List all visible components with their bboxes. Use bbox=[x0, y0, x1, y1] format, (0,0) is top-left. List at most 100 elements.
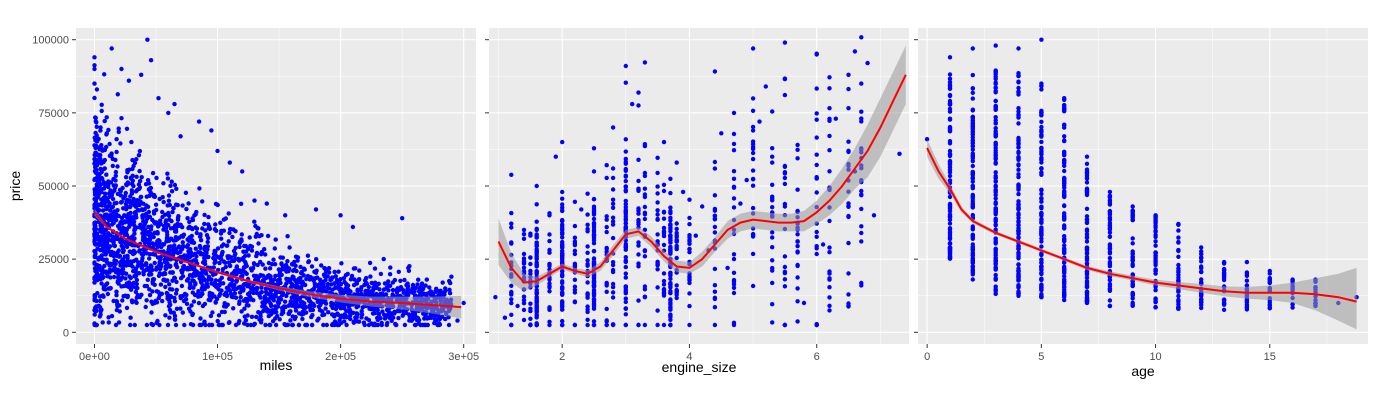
data-point bbox=[264, 201, 269, 206]
data-point bbox=[202, 284, 207, 289]
data-point bbox=[782, 284, 788, 289]
data-point bbox=[534, 297, 539, 302]
data-point bbox=[234, 286, 239, 291]
data-point bbox=[604, 214, 609, 219]
data-point bbox=[101, 186, 107, 191]
data-point bbox=[1039, 231, 1044, 236]
data-point bbox=[661, 293, 667, 298]
data-point bbox=[1016, 225, 1021, 231]
data-point bbox=[604, 217, 609, 222]
data-point bbox=[94, 163, 100, 168]
data-point bbox=[604, 163, 609, 168]
data-point bbox=[322, 266, 327, 271]
data-point bbox=[152, 300, 157, 306]
data-point bbox=[277, 289, 282, 295]
data-point bbox=[610, 197, 616, 202]
data-point bbox=[1084, 289, 1090, 294]
data-point bbox=[534, 183, 539, 189]
data-point bbox=[285, 234, 290, 239]
data-point bbox=[1039, 188, 1044, 193]
data-point bbox=[200, 287, 205, 293]
data-point bbox=[947, 102, 953, 107]
data-point bbox=[101, 284, 107, 289]
data-point bbox=[372, 311, 377, 316]
data-point bbox=[827, 285, 832, 290]
data-point bbox=[1176, 270, 1181, 275]
data-point bbox=[585, 293, 590, 298]
data-point bbox=[168, 183, 173, 188]
data-point bbox=[993, 132, 998, 137]
data-point bbox=[1130, 257, 1135, 262]
data-point bbox=[252, 321, 257, 326]
data-point bbox=[347, 310, 352, 315]
data-point bbox=[827, 169, 832, 174]
data-point bbox=[515, 303, 520, 309]
data-point bbox=[130, 264, 135, 269]
data-point bbox=[712, 289, 718, 294]
data-point bbox=[814, 162, 819, 168]
data-point bbox=[318, 286, 324, 292]
data-point bbox=[591, 238, 597, 243]
data-point bbox=[174, 287, 179, 293]
data-point bbox=[591, 233, 597, 239]
data-point bbox=[407, 318, 412, 323]
data-point bbox=[167, 282, 172, 287]
data-point bbox=[127, 204, 133, 210]
data-point bbox=[865, 60, 870, 66]
data-point bbox=[782, 181, 788, 187]
data-point bbox=[623, 63, 628, 69]
data-point bbox=[390, 280, 396, 285]
data-point bbox=[661, 182, 667, 187]
data-point bbox=[623, 299, 628, 305]
data-point bbox=[1062, 97, 1067, 103]
data-point bbox=[211, 265, 216, 270]
data-point bbox=[418, 288, 424, 293]
data-point bbox=[1039, 218, 1044, 224]
data-point bbox=[1039, 139, 1044, 145]
data-point bbox=[655, 267, 660, 272]
data-point bbox=[668, 205, 673, 210]
data-point bbox=[591, 212, 597, 217]
data-point bbox=[322, 312, 327, 317]
data-point bbox=[133, 273, 139, 279]
data-point bbox=[332, 269, 337, 275]
data-point bbox=[95, 139, 100, 144]
data-point bbox=[1130, 282, 1135, 288]
data-point bbox=[1062, 149, 1067, 154]
data-point bbox=[243, 249, 249, 254]
data-point bbox=[993, 129, 998, 134]
data-point bbox=[770, 235, 775, 240]
data-point bbox=[795, 142, 800, 148]
data-point bbox=[1084, 279, 1090, 284]
data-point bbox=[102, 214, 107, 219]
data-point bbox=[378, 271, 384, 277]
data-point bbox=[534, 309, 539, 315]
data-point bbox=[750, 142, 756, 147]
data-point bbox=[429, 315, 434, 320]
data-point bbox=[897, 151, 902, 156]
data-point bbox=[92, 168, 98, 174]
data-point bbox=[161, 199, 166, 205]
data-point bbox=[296, 322, 302, 328]
data-point bbox=[560, 286, 565, 292]
data-point bbox=[947, 141, 953, 146]
data-point bbox=[534, 256, 539, 262]
data-point bbox=[993, 178, 998, 184]
data-point bbox=[124, 305, 130, 311]
data-point bbox=[859, 283, 864, 288]
data-point bbox=[98, 128, 103, 133]
data-point bbox=[871, 213, 877, 218]
data-point bbox=[111, 274, 117, 280]
data-point bbox=[388, 265, 393, 270]
data-point bbox=[623, 322, 628, 328]
data-point bbox=[801, 300, 807, 306]
data-point bbox=[289, 322, 295, 328]
data-point bbox=[795, 243, 800, 249]
data-point bbox=[165, 322, 171, 328]
data-point bbox=[103, 246, 109, 251]
data-point bbox=[124, 244, 130, 249]
data-point bbox=[97, 298, 103, 304]
data-point bbox=[1153, 228, 1158, 233]
data-point bbox=[438, 289, 443, 295]
